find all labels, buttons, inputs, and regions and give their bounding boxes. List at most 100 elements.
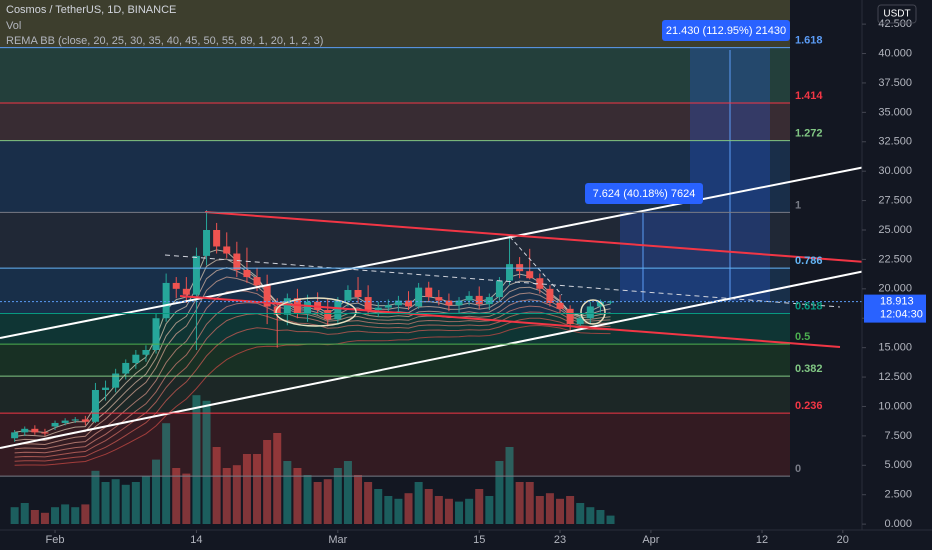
- candle-body: [71, 419, 79, 421]
- candle-body: [91, 390, 99, 422]
- y-tick-label: 35.000: [878, 106, 912, 118]
- candle-body: [384, 305, 392, 308]
- candle-body: [475, 295, 483, 305]
- fib-label: 0.618: [795, 300, 823, 312]
- candle-body: [596, 301, 604, 307]
- volume-bar: [434, 496, 443, 524]
- volume-bar: [313, 482, 322, 524]
- candle-body: [142, 350, 150, 355]
- last-price: 18.913 12:04:30: [864, 294, 926, 323]
- x-tick-label: 12: [756, 534, 768, 546]
- y-tick-label: 20.000: [878, 283, 912, 295]
- x-tick-label: Feb: [46, 534, 65, 546]
- candle-body: [223, 246, 231, 254]
- y-tick-label: 30.000: [878, 165, 912, 177]
- candle-body: [51, 422, 59, 427]
- volume-bar: [576, 503, 585, 524]
- volume-bar: [152, 459, 161, 524]
- volume-bar: [293, 468, 302, 524]
- fib-label: 1.618: [795, 35, 823, 47]
- y-tick-label: 32.500: [878, 136, 912, 148]
- candle-body: [112, 373, 120, 388]
- volume-bar: [71, 507, 80, 524]
- candle-body: [152, 318, 160, 350]
- volume-bar: [91, 470, 100, 524]
- rema-line: [14, 302, 611, 454]
- volume-bar: [253, 454, 262, 524]
- time-axis: [0, 530, 932, 550]
- candle-body: [586, 306, 594, 319]
- volume-bar: [141, 476, 150, 524]
- measure-labels: 7.624 (40.18%) 7624 21.430 (112.95%) 214…: [585, 20, 790, 204]
- currency[interactable]: USDT: [883, 9, 910, 20]
- candle-body: [435, 297, 443, 301]
- fib-bands: [0, 0, 790, 477]
- volume-bar: [394, 498, 403, 524]
- x-axis: Feb 14 Mar 15 23 Apr 12 20: [46, 530, 849, 546]
- fib-band: [0, 0, 790, 48]
- candle-body: [172, 282, 180, 289]
- ellipse: [275, 297, 357, 327]
- fib-label: 0.382: [795, 363, 823, 375]
- volume-bar: [505, 447, 514, 524]
- volume-bar: [404, 493, 413, 524]
- candle-body: [122, 362, 130, 374]
- legend-entry: Vol: [6, 20, 21, 32]
- volume-bar: [596, 510, 605, 524]
- y-tick-label: 25.000: [878, 224, 912, 236]
- volume-bar: [131, 482, 140, 524]
- x-tick-label: 14: [190, 534, 202, 546]
- y-tick-label: 40.000: [878, 47, 912, 59]
- candle-body: [405, 300, 413, 307]
- trend-line: [204, 211, 866, 263]
- measure-label-box: [662, 20, 790, 41]
- x-tick-label: Apr: [642, 534, 659, 546]
- candle-body: [21, 428, 29, 433]
- candle-body: [506, 264, 514, 281]
- y-tick-label: 15.000: [878, 342, 912, 354]
- volume-bar: [202, 400, 211, 524]
- volume-bar: [182, 473, 191, 524]
- candle-body: [132, 354, 140, 363]
- candle-body: [102, 387, 110, 390]
- candle-body: [263, 285, 271, 307]
- fib-label: 1.272: [795, 127, 823, 139]
- volume-bar: [465, 498, 474, 524]
- measure-box: [620, 211, 690, 301]
- fib-label: 1: [795, 199, 801, 211]
- candle-body: [162, 282, 170, 319]
- dashed-line: [164, 254, 841, 308]
- trend-line: [0, 270, 866, 449]
- measure-label: 7.624 (40.18%) 7624: [593, 188, 696, 200]
- currency-button[interactable]: [877, 4, 917, 24]
- price-axis: [862, 0, 932, 550]
- x-tick-label: 15: [473, 534, 485, 546]
- rema-line: [14, 267, 611, 442]
- fib-lines: 0 0.236 0.382 0.5 0.618 0.786 1 1.272 1.414 1.618: [0, 35, 823, 477]
- fib-label: 0.786: [795, 255, 823, 267]
- candle-body: [556, 302, 564, 309]
- volume-bar: [232, 465, 241, 524]
- candle-body: [31, 428, 39, 433]
- volume-bar: [354, 475, 363, 524]
- candle-body: [354, 290, 362, 298]
- y-tick-label: 2.500: [884, 489, 912, 501]
- volume-bar: [81, 504, 90, 524]
- trend-line: [0, 166, 866, 339]
- volume-bar: [343, 461, 352, 524]
- candle-body: [61, 420, 69, 423]
- y-tick-label: 10.000: [878, 400, 912, 412]
- fib-band: [0, 413, 790, 477]
- volume-bar: [212, 447, 221, 524]
- volume-bar: [101, 482, 110, 524]
- dashed-line: [509, 236, 563, 296]
- y-tick-label: 27.500: [878, 194, 912, 206]
- candle-body: [374, 307, 382, 310]
- volume-bar: [556, 498, 565, 524]
- chart-title: Cosmos / TetherUS, 1D, BINANCE: [6, 4, 176, 16]
- volume-bar: [333, 468, 342, 524]
- x-tick-label: 23: [554, 534, 566, 546]
- volume: [10, 395, 615, 524]
- drawings: [0, 166, 866, 449]
- candle-body: [81, 419, 89, 422]
